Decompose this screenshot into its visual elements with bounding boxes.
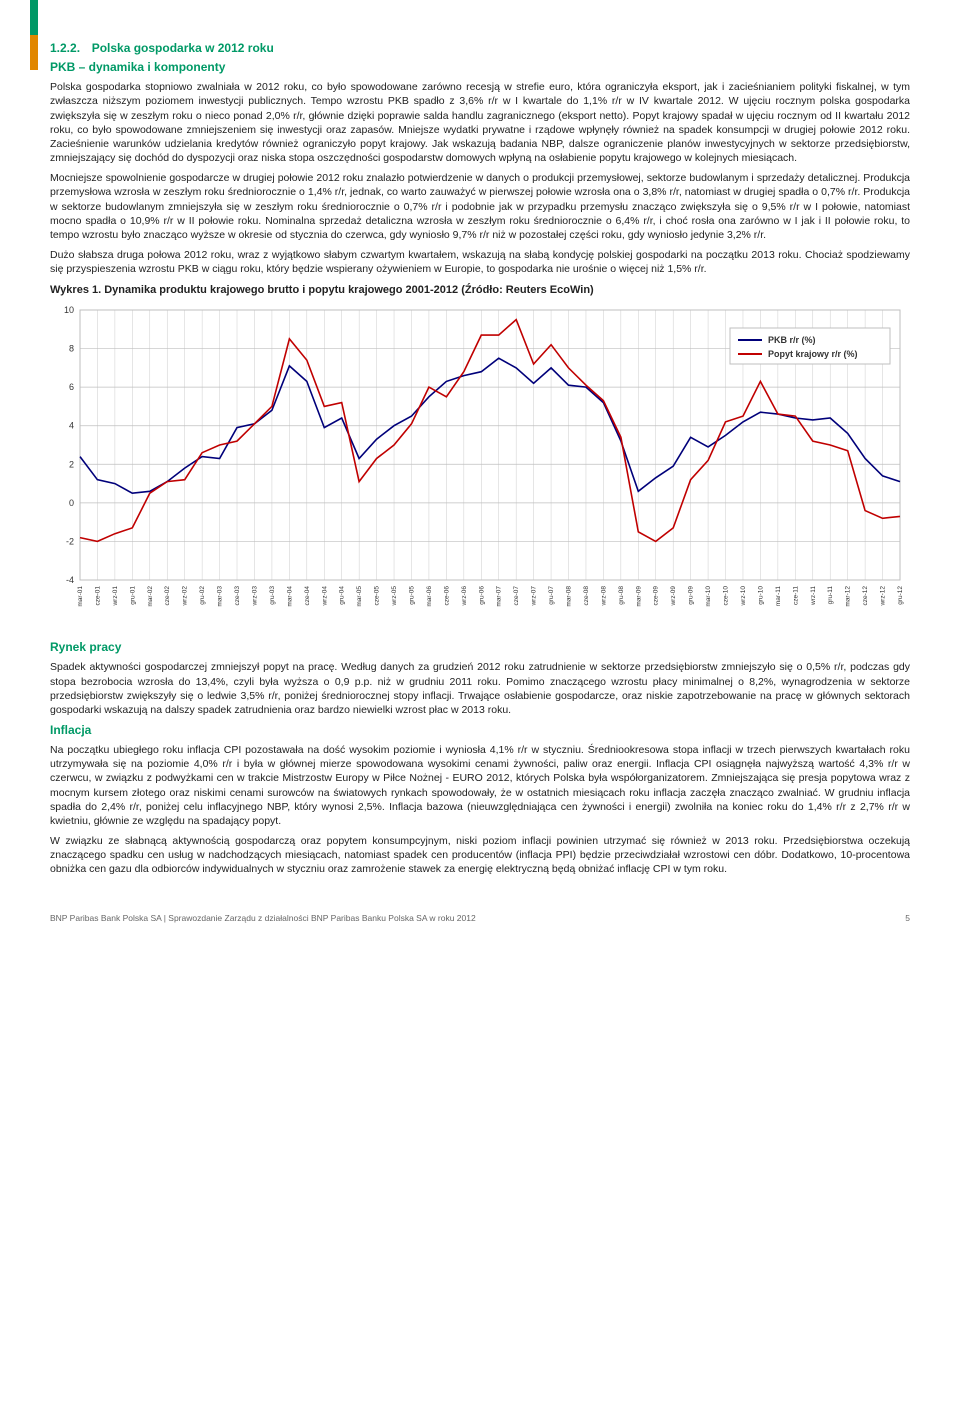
chart-title: Wykres 1. Dynamika produktu krajowego br… xyxy=(50,284,910,296)
svg-text:cze-05: cze-05 xyxy=(374,586,381,606)
svg-text:cze-06: cze-06 xyxy=(443,586,450,606)
svg-text:gru-02: gru-02 xyxy=(199,586,206,605)
svg-text:10: 10 xyxy=(64,305,74,315)
svg-text:mar-06: mar-06 xyxy=(426,586,433,607)
svg-text:mar-08: mar-08 xyxy=(566,586,573,607)
paragraph: Na początku ubiegłego roku inflacja CPI … xyxy=(50,743,910,828)
svg-text:mar-05: mar-05 xyxy=(356,586,363,607)
svg-text:mar-09: mar-09 xyxy=(635,586,642,607)
svg-text:wrz-01: wrz-01 xyxy=(112,586,119,607)
svg-text:8: 8 xyxy=(69,344,74,354)
svg-text:cze-08: cze-08 xyxy=(583,586,590,606)
paragraph: Dużo słabsza druga połowa 2012 roku, wra… xyxy=(50,248,910,276)
subheading-pkb: PKB – dynamika i komponenty xyxy=(50,60,910,74)
svg-text:wrz-03: wrz-03 xyxy=(251,586,258,607)
svg-text:cze-03: cze-03 xyxy=(234,586,241,606)
svg-text:cze-07: cze-07 xyxy=(513,586,520,606)
svg-text:mar-11: mar-11 xyxy=(775,586,782,606)
svg-text:-2: -2 xyxy=(66,537,74,547)
svg-text:Popyt krajowy r/r (%): Popyt krajowy r/r (%) xyxy=(768,349,858,359)
svg-text:mar-02: mar-02 xyxy=(147,586,154,607)
svg-text:gru-10: gru-10 xyxy=(757,586,764,605)
page: 1.2.2. Polska gospodarka w 2012 roku PKB… xyxy=(0,0,960,943)
svg-text:6: 6 xyxy=(69,383,74,393)
svg-text:mar-04: mar-04 xyxy=(286,586,293,607)
svg-text:gru-12: gru-12 xyxy=(897,586,904,605)
subheading-inflacja: Inflacja xyxy=(50,723,910,737)
svg-text:0: 0 xyxy=(69,498,74,508)
svg-text:cze-09: cze-09 xyxy=(653,586,660,606)
svg-text:wrz-02: wrz-02 xyxy=(182,586,189,607)
svg-text:wrz-05: wrz-05 xyxy=(391,586,398,607)
svg-text:cze-11: cze-11 xyxy=(792,586,799,605)
svg-text:mar-07: mar-07 xyxy=(496,586,503,607)
svg-text:cze-01: cze-01 xyxy=(94,586,101,606)
svg-text:cze-12: cze-12 xyxy=(862,586,869,606)
paragraph: W związku ze słabnącą aktywnością gospod… xyxy=(50,834,910,877)
svg-text:PKB r/r (%): PKB r/r (%) xyxy=(768,335,816,345)
svg-text:mar-12: mar-12 xyxy=(845,586,852,607)
svg-text:gru-07: gru-07 xyxy=(548,586,555,605)
svg-text:gru-05: gru-05 xyxy=(408,586,415,605)
svg-text:gru-01: gru-01 xyxy=(129,586,136,605)
svg-text:2: 2 xyxy=(69,460,74,470)
svg-text:cze-10: cze-10 xyxy=(723,586,730,606)
svg-text:mar-01: mar-01 xyxy=(77,586,84,607)
svg-text:wrz-06: wrz-06 xyxy=(461,586,468,607)
svg-text:gru-06: gru-06 xyxy=(478,586,485,605)
section-number: 1.2.2. xyxy=(50,41,80,55)
svg-text:wrz-10: wrz-10 xyxy=(740,586,747,607)
svg-text:gru-04: gru-04 xyxy=(339,586,346,605)
svg-text:wrz-09: wrz-09 xyxy=(670,586,677,607)
svg-text:gru-11: gru-11 xyxy=(827,586,834,605)
subheading-rynek-pracy: Rynek pracy xyxy=(50,640,910,654)
chart-gdp-demand: -4 -2 0 2 4 6 8 10 mar-01 cze-01 wrz-01 gru-01 mar-0… xyxy=(50,300,910,630)
svg-text:gru-09: gru-09 xyxy=(688,586,695,605)
svg-text:wrz-11: wrz-11 xyxy=(810,586,817,606)
svg-text:mar-10: mar-10 xyxy=(705,586,712,607)
paragraph: Spadek aktywności gospodarczej zmniejszy… xyxy=(50,660,910,717)
paragraph: Mocniejsze spowolnienie gospodarcze w dr… xyxy=(50,171,910,242)
svg-text:-4: -4 xyxy=(66,575,74,585)
svg-text:mar-03: mar-03 xyxy=(217,586,224,607)
section-title: Polska gospodarka w 2012 roku xyxy=(92,41,274,55)
svg-text:gru-08: gru-08 xyxy=(618,586,625,605)
chart-svg: -4 -2 0 2 4 6 8 10 mar-01 cze-01 wrz-01 gru-01 mar-0… xyxy=(50,300,910,630)
paragraph: Polska gospodarka stopniowo zwalniała w … xyxy=(50,80,910,165)
brand-strip xyxy=(30,0,38,70)
svg-text:gru-03: gru-03 xyxy=(269,586,276,605)
svg-text:wrz-12: wrz-12 xyxy=(880,586,887,607)
footer: BNP Paribas Bank Polska SA | Sprawozdani… xyxy=(50,883,910,923)
svg-text:wrz-04: wrz-04 xyxy=(321,586,328,607)
svg-text:wrz-07: wrz-07 xyxy=(531,586,538,607)
svg-text:cze-02: cze-02 xyxy=(164,586,171,606)
svg-text:cze-04: cze-04 xyxy=(304,586,311,606)
svg-text:4: 4 xyxy=(69,421,74,431)
footer-text: BNP Paribas Bank Polska SA | Sprawozdani… xyxy=(50,913,476,923)
section-heading-row: 1.2.2. Polska gospodarka w 2012 roku xyxy=(50,40,910,56)
page-number: 5 xyxy=(905,913,910,923)
svg-text:wrz-08: wrz-08 xyxy=(600,586,607,607)
